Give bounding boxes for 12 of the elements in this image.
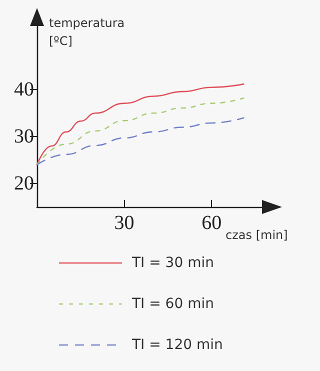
x-tick-label: 60 (202, 212, 222, 234)
y-tick-label: 20 (14, 172, 34, 195)
legend-label: TI = 30 min (132, 254, 214, 270)
line-series (36, 117, 244, 166)
legend-label: TI = 120 min (132, 336, 223, 352)
y-tick-label: 30 (14, 126, 34, 148)
y-axis-title: temperatura [ºC] (49, 16, 125, 48)
y-tick-label: 40 (14, 78, 34, 101)
line-series (36, 83, 244, 166)
x-axis-title: czas [min] (226, 228, 288, 242)
legend-label: TI = 60 min (132, 296, 214, 312)
line-series (36, 97, 244, 166)
